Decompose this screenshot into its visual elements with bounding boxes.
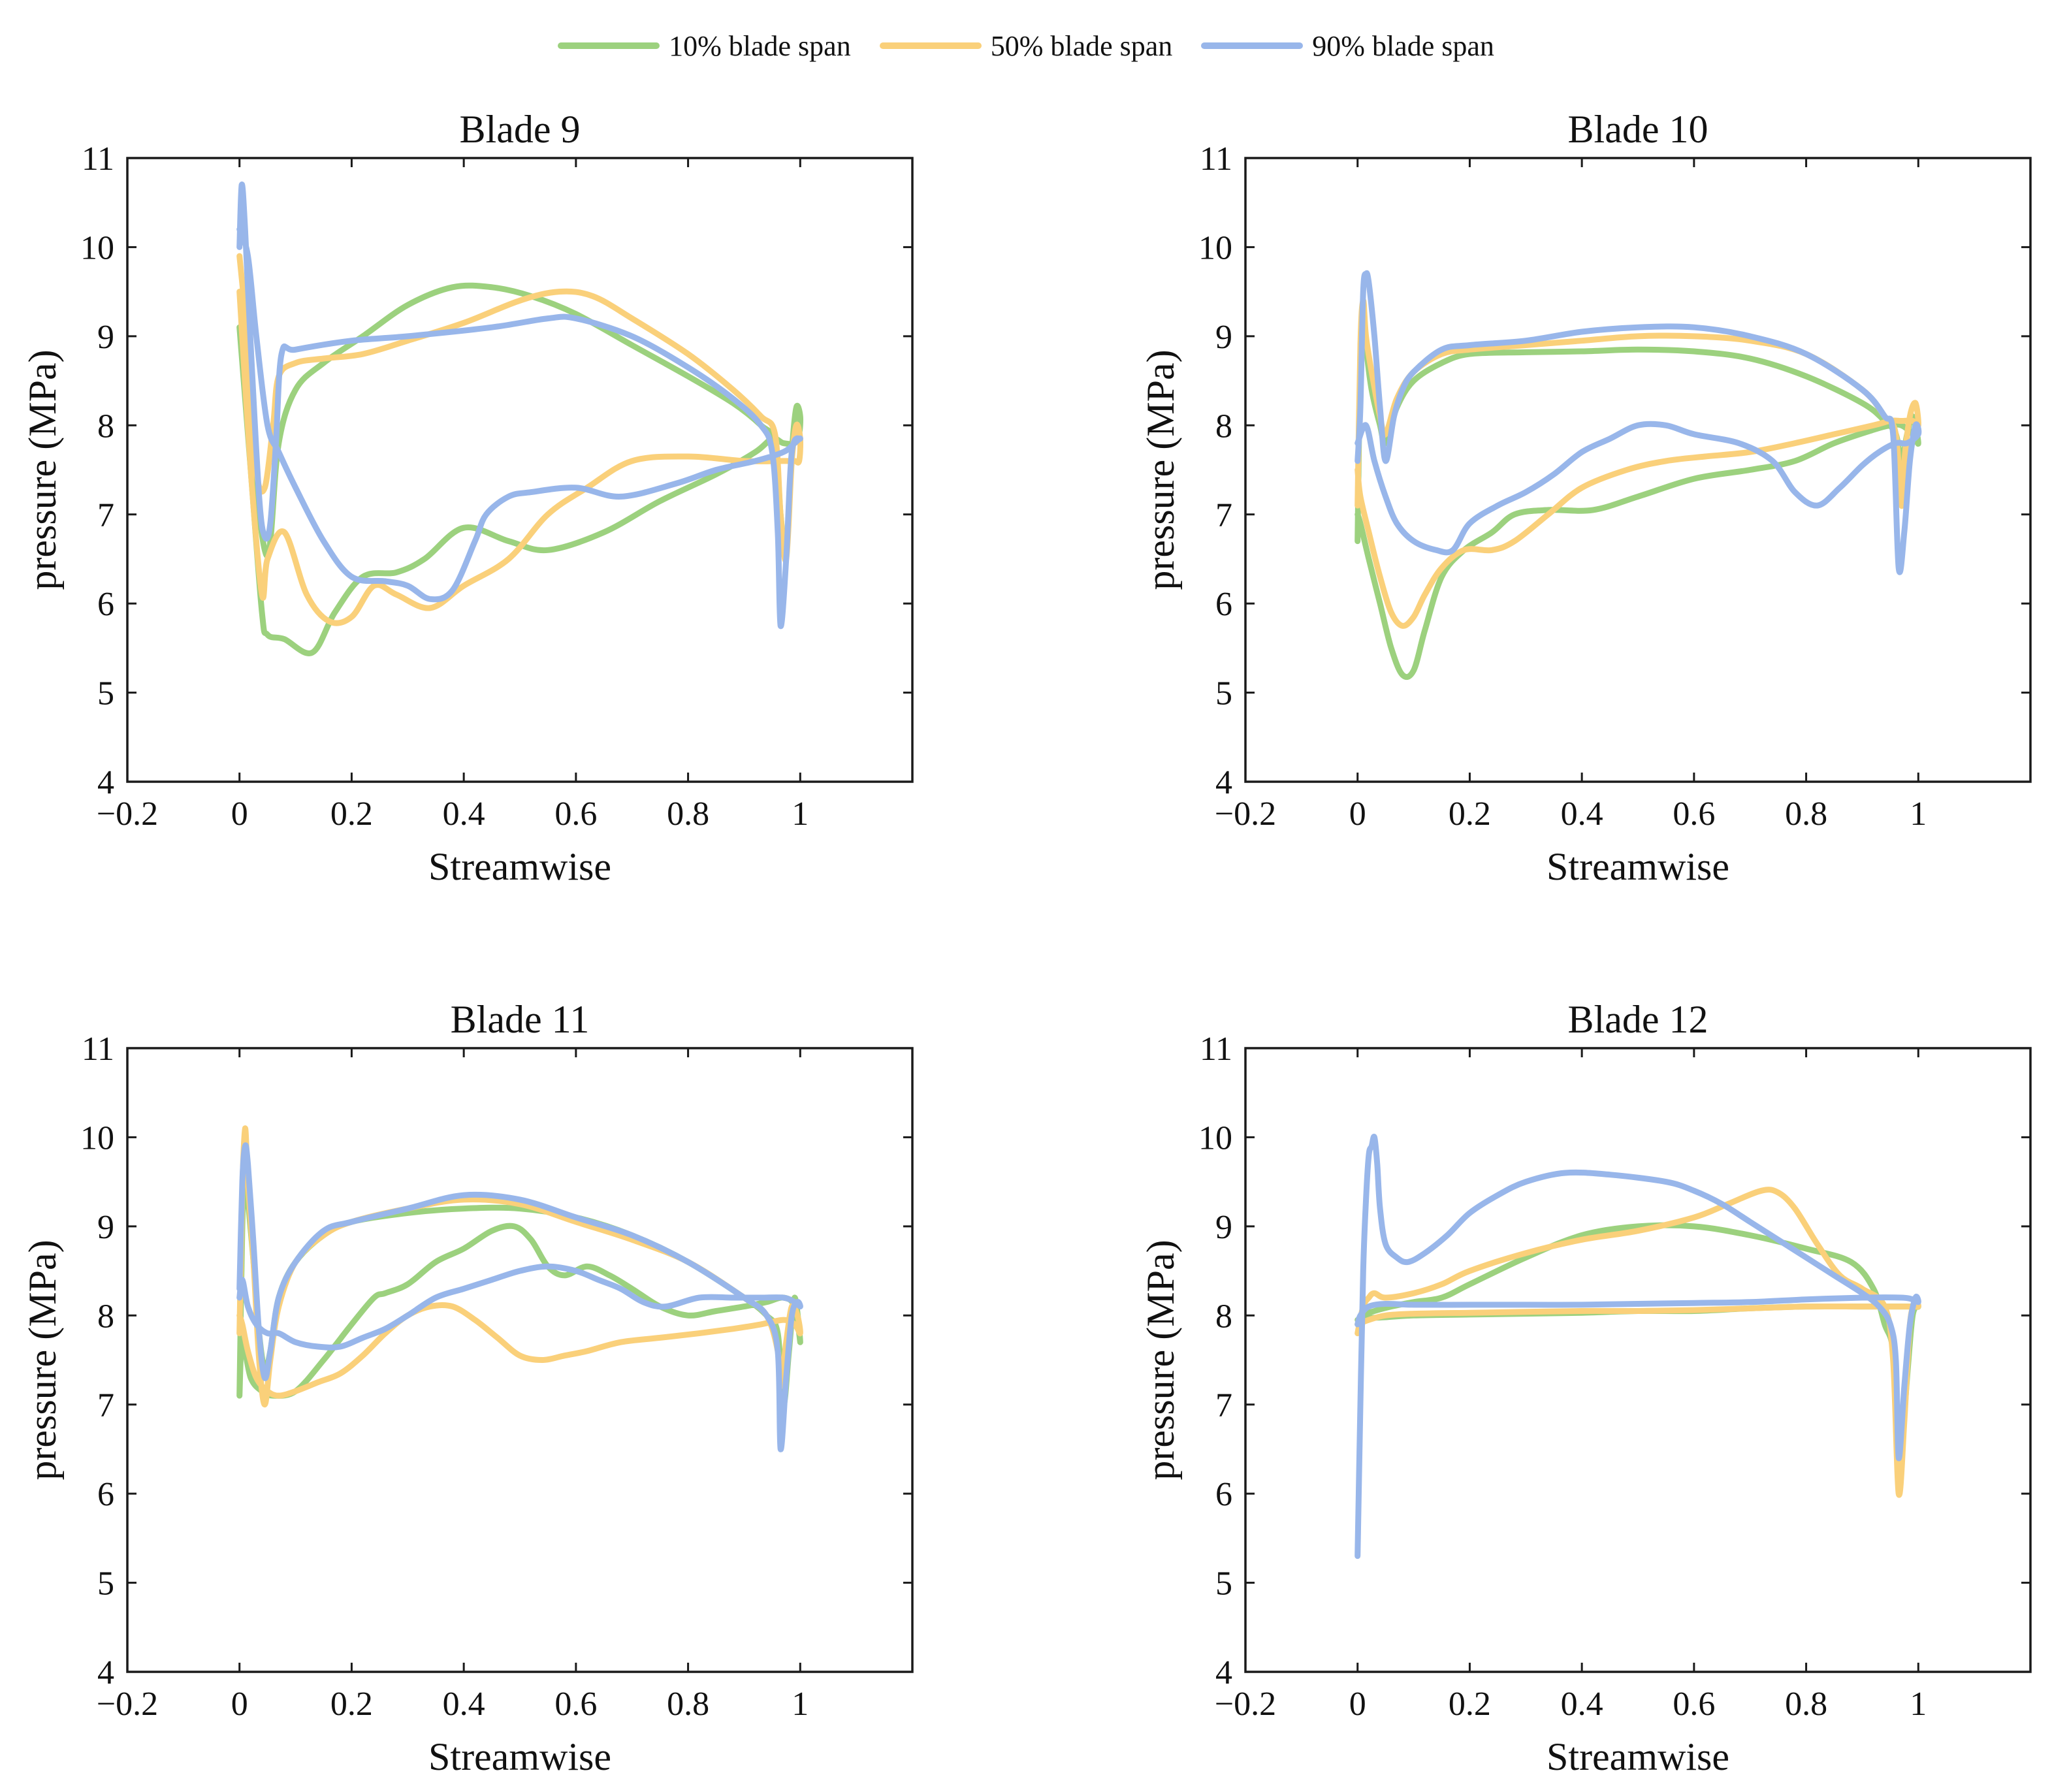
chart-panel-blade-10: −0.2 0 0.2 0.4 0.6 0.8 1 4 5 6 7 8 9 10 11 Blade 10 Stre… — [1139, 108, 2032, 888]
y-axis-label: pressure (MPa) — [1139, 349, 1182, 590]
x-tick-label: 0.6 — [1673, 795, 1715, 833]
x-tick-label: 0.4 — [443, 795, 485, 833]
legend-swatch — [558, 42, 660, 49]
x-tick-label: 0.4 — [1561, 795, 1603, 833]
legend-entry-90pct: 90% blade span — [1201, 29, 1494, 63]
x-tick-label: 1 — [792, 795, 809, 833]
x-axis-label: Streamwise — [428, 1735, 611, 1778]
y-tick-label: 7 — [97, 1387, 114, 1424]
y-axis-label: pressure (MPa) — [21, 349, 64, 590]
legend-label: 90% blade span — [1312, 29, 1494, 62]
x-tick-label: 0.2 — [330, 795, 373, 833]
legend: 10% blade span 50% blade span 90% blade … — [0, 20, 2052, 72]
x-tick-label: 1 — [792, 1686, 809, 1723]
chart-title: Blade 11 — [451, 998, 590, 1041]
y-tick-label: 9 — [97, 1209, 114, 1246]
y-tick-label: 10 — [80, 1119, 114, 1157]
y-tick-label: 8 — [1215, 1298, 1232, 1335]
x-axis-label: Streamwise — [1547, 1735, 1729, 1778]
x-tick-label: 0 — [1349, 795, 1366, 833]
chart-panel-blade-11: −0.2 0 0.2 0.4 0.6 0.8 1 4 5 6 7 8 9 10 11 Blade 11 Stre… — [21, 998, 914, 1778]
y-tick-label: 10 — [80, 229, 114, 266]
chart-title: Blade 10 — [1568, 108, 1708, 151]
series-line-90-blade-span — [1355, 1134, 1921, 1560]
legend-label: 50% blade span — [990, 29, 1173, 62]
legend-label: 10% blade span — [669, 29, 851, 62]
x-tick-label: 0.2 — [330, 1686, 373, 1723]
y-tick-label: 8 — [97, 1298, 114, 1335]
x-axis-label: Streamwise — [428, 845, 611, 888]
y-tick-label: 11 — [1200, 140, 1232, 178]
x-tick-label: 1 — [1910, 1686, 1927, 1723]
x-axis-label: Streamwise — [1547, 845, 1729, 888]
y-tick-label: 7 — [1215, 497, 1232, 534]
y-tick-label: 9 — [1215, 1209, 1232, 1246]
series-line-10-blade-span — [1355, 1222, 1921, 1458]
y-tick-label: 5 — [1215, 675, 1232, 712]
y-tick-label: 6 — [1215, 586, 1232, 623]
x-tick-label: 0.8 — [1785, 1686, 1827, 1723]
x-tick-label: 0.4 — [1561, 1686, 1603, 1723]
y-tick-label: 8 — [1215, 408, 1232, 445]
y-tick-label: 9 — [1215, 319, 1232, 356]
y-tick-label: 10 — [1198, 1119, 1232, 1157]
x-tick-label: −0.2 — [97, 795, 158, 833]
x-tick-label: −0.2 — [1215, 1686, 1276, 1723]
y-tick-label: 5 — [97, 675, 114, 712]
chart-title: Blade 12 — [1568, 998, 1708, 1041]
y-tick-label: 11 — [82, 140, 114, 178]
y-tick-label: 6 — [1215, 1476, 1232, 1513]
legend-entry-50pct: 50% blade span — [879, 29, 1173, 63]
series-line-50-blade-span — [236, 253, 804, 626]
y-tick-label: 7 — [1215, 1387, 1232, 1424]
y-axis-label: pressure (MPa) — [1139, 1240, 1182, 1480]
x-tick-label: 0.6 — [554, 795, 597, 833]
axes-box — [126, 157, 914, 783]
x-tick-label: −0.2 — [97, 1686, 158, 1723]
series-line-90-blade-span — [236, 1142, 803, 1452]
legend-entry-10pct: 10% blade span — [558, 29, 851, 63]
y-tick-label: 9 — [97, 319, 114, 356]
y-tick-label: 4 — [97, 764, 114, 801]
x-tick-label: 0.6 — [554, 1686, 597, 1723]
y-tick-label: 5 — [97, 1565, 114, 1603]
x-tick-label: 0.6 — [1673, 1686, 1715, 1723]
series-line-50-blade-span — [1355, 1187, 1921, 1498]
y-tick-label: 6 — [97, 586, 114, 623]
series-line-90-blade-span — [236, 182, 803, 629]
axes-box — [1244, 157, 2032, 783]
series-line-90-blade-span — [1355, 270, 1922, 575]
chart-panel-blade-12: −0.2 0 0.2 0.4 0.6 0.8 1 4 5 6 7 8 9 10 11 Blade 12 Stre… — [1139, 998, 2032, 1778]
axes-box — [1244, 1047, 2032, 1673]
y-tick-label: 4 — [1215, 1654, 1232, 1691]
x-tick-label: 0 — [1349, 1686, 1366, 1723]
y-tick-label: 8 — [97, 408, 114, 445]
chart-title: Blade 9 — [460, 108, 581, 151]
y-tick-label: 7 — [97, 497, 114, 534]
axes-box — [126, 1047, 914, 1673]
y-tick-label: 11 — [82, 1031, 114, 1068]
y-tick-label: 5 — [1215, 1565, 1232, 1603]
y-tick-label: 11 — [1200, 1031, 1232, 1068]
y-axis-label: pressure (MPa) — [21, 1240, 64, 1480]
y-tick-label: 6 — [97, 1476, 114, 1513]
x-tick-label: 0.2 — [1449, 795, 1491, 833]
legend-swatch — [879, 42, 982, 49]
y-tick-label: 4 — [97, 1654, 114, 1691]
x-tick-label: 0.2 — [1449, 1686, 1491, 1723]
x-tick-label: 0.8 — [1785, 795, 1827, 833]
x-tick-label: 0 — [231, 1686, 248, 1723]
chart-panel-blade-9: −0.2 0 0.2 0.4 0.6 0.8 1 4 5 6 7 8 9 10 11 Blade 9 Strea… — [21, 108, 914, 888]
legend-swatch — [1201, 42, 1304, 49]
x-tick-label: 0 — [231, 795, 248, 833]
x-tick-label: 0.8 — [667, 795, 709, 833]
y-tick-label: 10 — [1198, 229, 1232, 266]
x-tick-label: 0.4 — [443, 1686, 485, 1723]
x-tick-label: 1 — [1910, 795, 1927, 833]
x-tick-label: 0.8 — [667, 1686, 709, 1723]
series-line-10-blade-span — [236, 282, 804, 656]
y-tick-label: 4 — [1215, 764, 1232, 801]
x-tick-label: −0.2 — [1215, 795, 1276, 833]
